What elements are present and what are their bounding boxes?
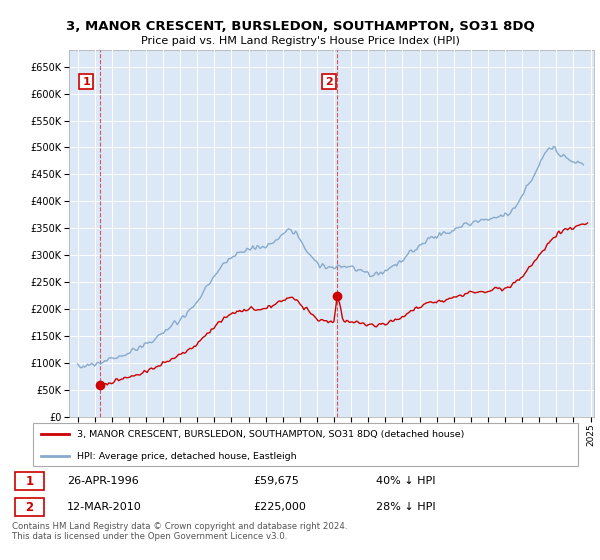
Text: 40% ↓ HPI: 40% ↓ HPI [376, 476, 435, 486]
FancyBboxPatch shape [15, 498, 44, 516]
Text: 2: 2 [25, 501, 34, 514]
Text: 1: 1 [82, 77, 90, 87]
Text: 28% ↓ HPI: 28% ↓ HPI [376, 502, 435, 512]
Text: 26-APR-1996: 26-APR-1996 [67, 476, 139, 486]
FancyBboxPatch shape [15, 472, 44, 490]
Text: 3, MANOR CRESCENT, BURSLEDON, SOUTHAMPTON, SO31 8DQ: 3, MANOR CRESCENT, BURSLEDON, SOUTHAMPTO… [65, 20, 535, 32]
Text: £225,000: £225,000 [253, 502, 307, 512]
Text: 2: 2 [325, 77, 333, 87]
Text: £59,675: £59,675 [253, 476, 299, 486]
FancyBboxPatch shape [33, 423, 578, 466]
Text: Contains HM Land Registry data © Crown copyright and database right 2024.
This d: Contains HM Land Registry data © Crown c… [12, 522, 347, 542]
Text: 1: 1 [25, 474, 34, 488]
Text: HPI: Average price, detached house, Eastleigh: HPI: Average price, detached house, East… [77, 451, 296, 461]
Text: 3, MANOR CRESCENT, BURSLEDON, SOUTHAMPTON, SO31 8DQ (detached house): 3, MANOR CRESCENT, BURSLEDON, SOUTHAMPTO… [77, 430, 464, 438]
Text: 12-MAR-2010: 12-MAR-2010 [67, 502, 142, 512]
Text: Price paid vs. HM Land Registry's House Price Index (HPI): Price paid vs. HM Land Registry's House … [140, 36, 460, 46]
